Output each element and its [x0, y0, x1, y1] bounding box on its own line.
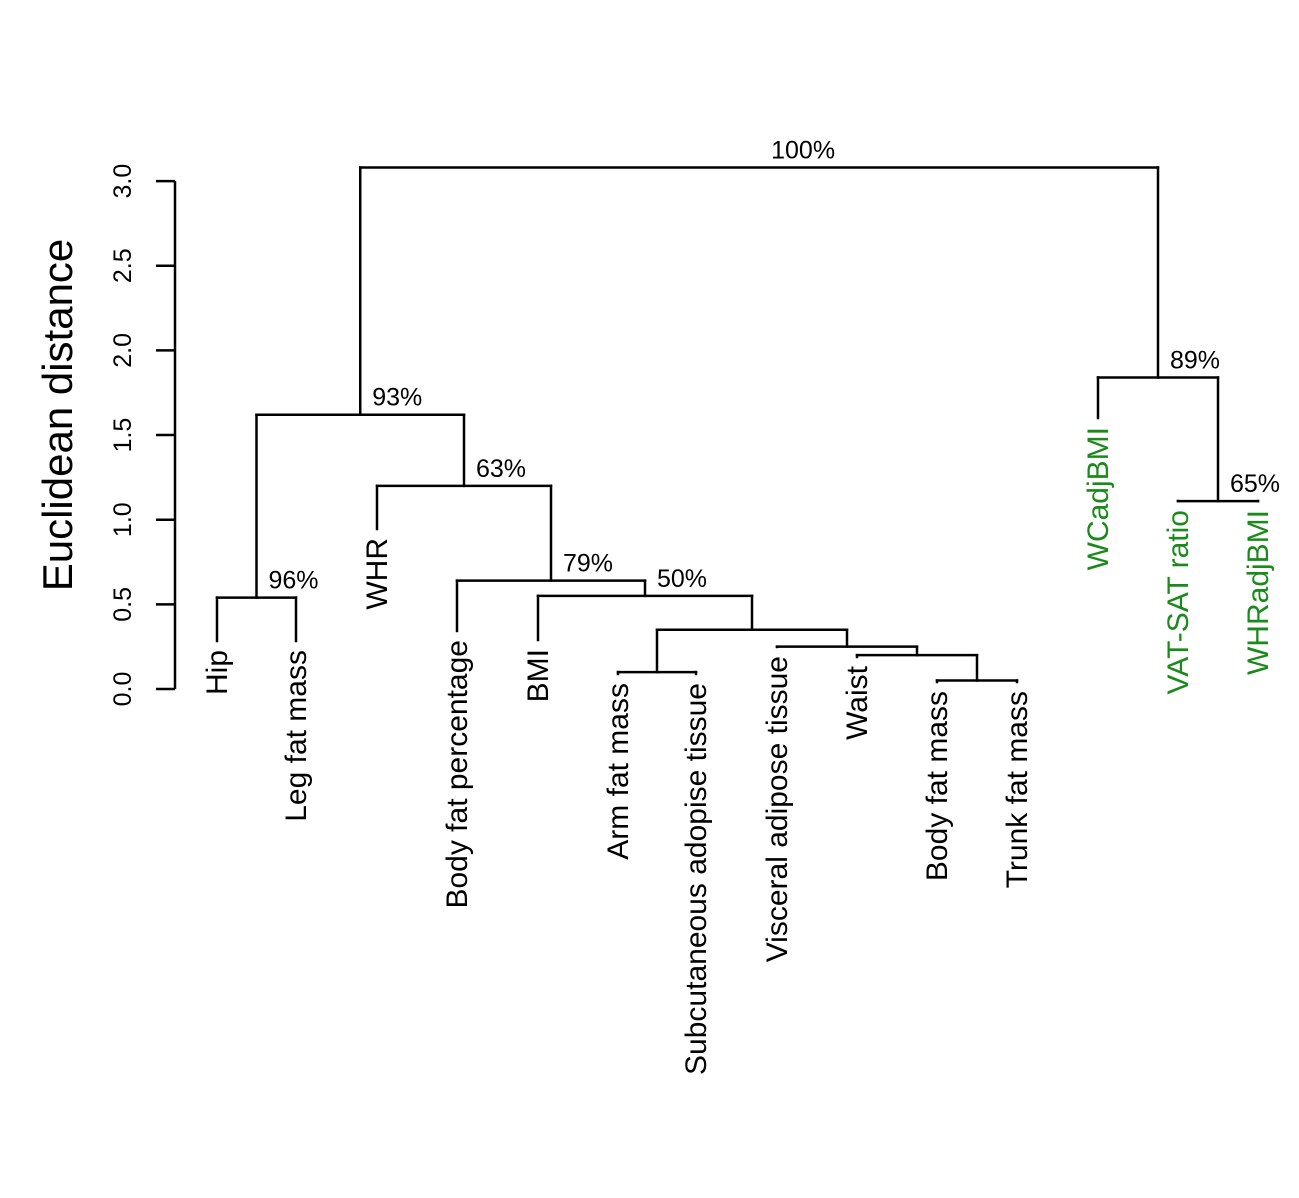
y-tick-label: 0.5: [109, 587, 137, 622]
leaf-label-10: Trunk fat mass: [1001, 691, 1034, 888]
leaf-labels: Hip Leg fat mass WHR Body fat percentage BMI…: [201, 427, 1275, 1075]
support-labels: 50% 79% 63% 96% 93% 65% 89% 100%: [269, 137, 1281, 595]
y-tick-label: 1.0: [109, 502, 137, 537]
leaf-label-3: Body fat percentage: [441, 640, 474, 909]
support-value-m13: 100%: [771, 137, 835, 165]
y-tick-label: 0.0: [109, 672, 137, 707]
dendrogram-tree: [215, 166, 1260, 684]
leaf-label-0: Hip: [201, 650, 234, 695]
leaf-label-8: Waist: [841, 665, 874, 740]
leaf-label-6: Subcutaneous adopise tissue: [680, 683, 713, 1075]
support-value-m9: 96%: [269, 567, 319, 595]
support-value-m6: 50%: [657, 565, 707, 593]
leaf-label-1: Leg fat mass: [280, 650, 313, 822]
y-tick-label: 3.0: [109, 164, 137, 199]
leaf-label-9: Body fat mass: [921, 691, 954, 881]
y-tick-label: 2.5: [109, 248, 137, 283]
leaf-label-7: Visceral adipose tissue: [761, 656, 794, 962]
leaf-label-2: WHR: [361, 538, 394, 610]
support-value-m12: 89%: [1170, 346, 1220, 374]
support-value-m10: 93%: [372, 384, 422, 412]
y-tick-label: 2.0: [109, 333, 137, 368]
y-axis: 0.0 0.5 1.0 1.5 2.0 2.5 3.0 Euclidean distance: [34, 164, 177, 707]
leaf-label-11: WCadjBMI: [1082, 427, 1115, 570]
leaf-label-5: Arm fat mass: [602, 683, 635, 860]
leaf-label-12: VAT-SAT ratio: [1162, 510, 1195, 695]
y-axis-title: Euclidean distance: [34, 239, 81, 592]
support-value-m8: 63%: [476, 455, 526, 483]
support-value-m11: 65%: [1230, 470, 1280, 498]
support-value-m7: 79%: [563, 550, 613, 578]
y-tick-label: 1.5: [109, 418, 137, 453]
leaf-label-13: WHRadjBMI: [1242, 510, 1275, 675]
leaf-label-4: BMI: [522, 649, 555, 702]
